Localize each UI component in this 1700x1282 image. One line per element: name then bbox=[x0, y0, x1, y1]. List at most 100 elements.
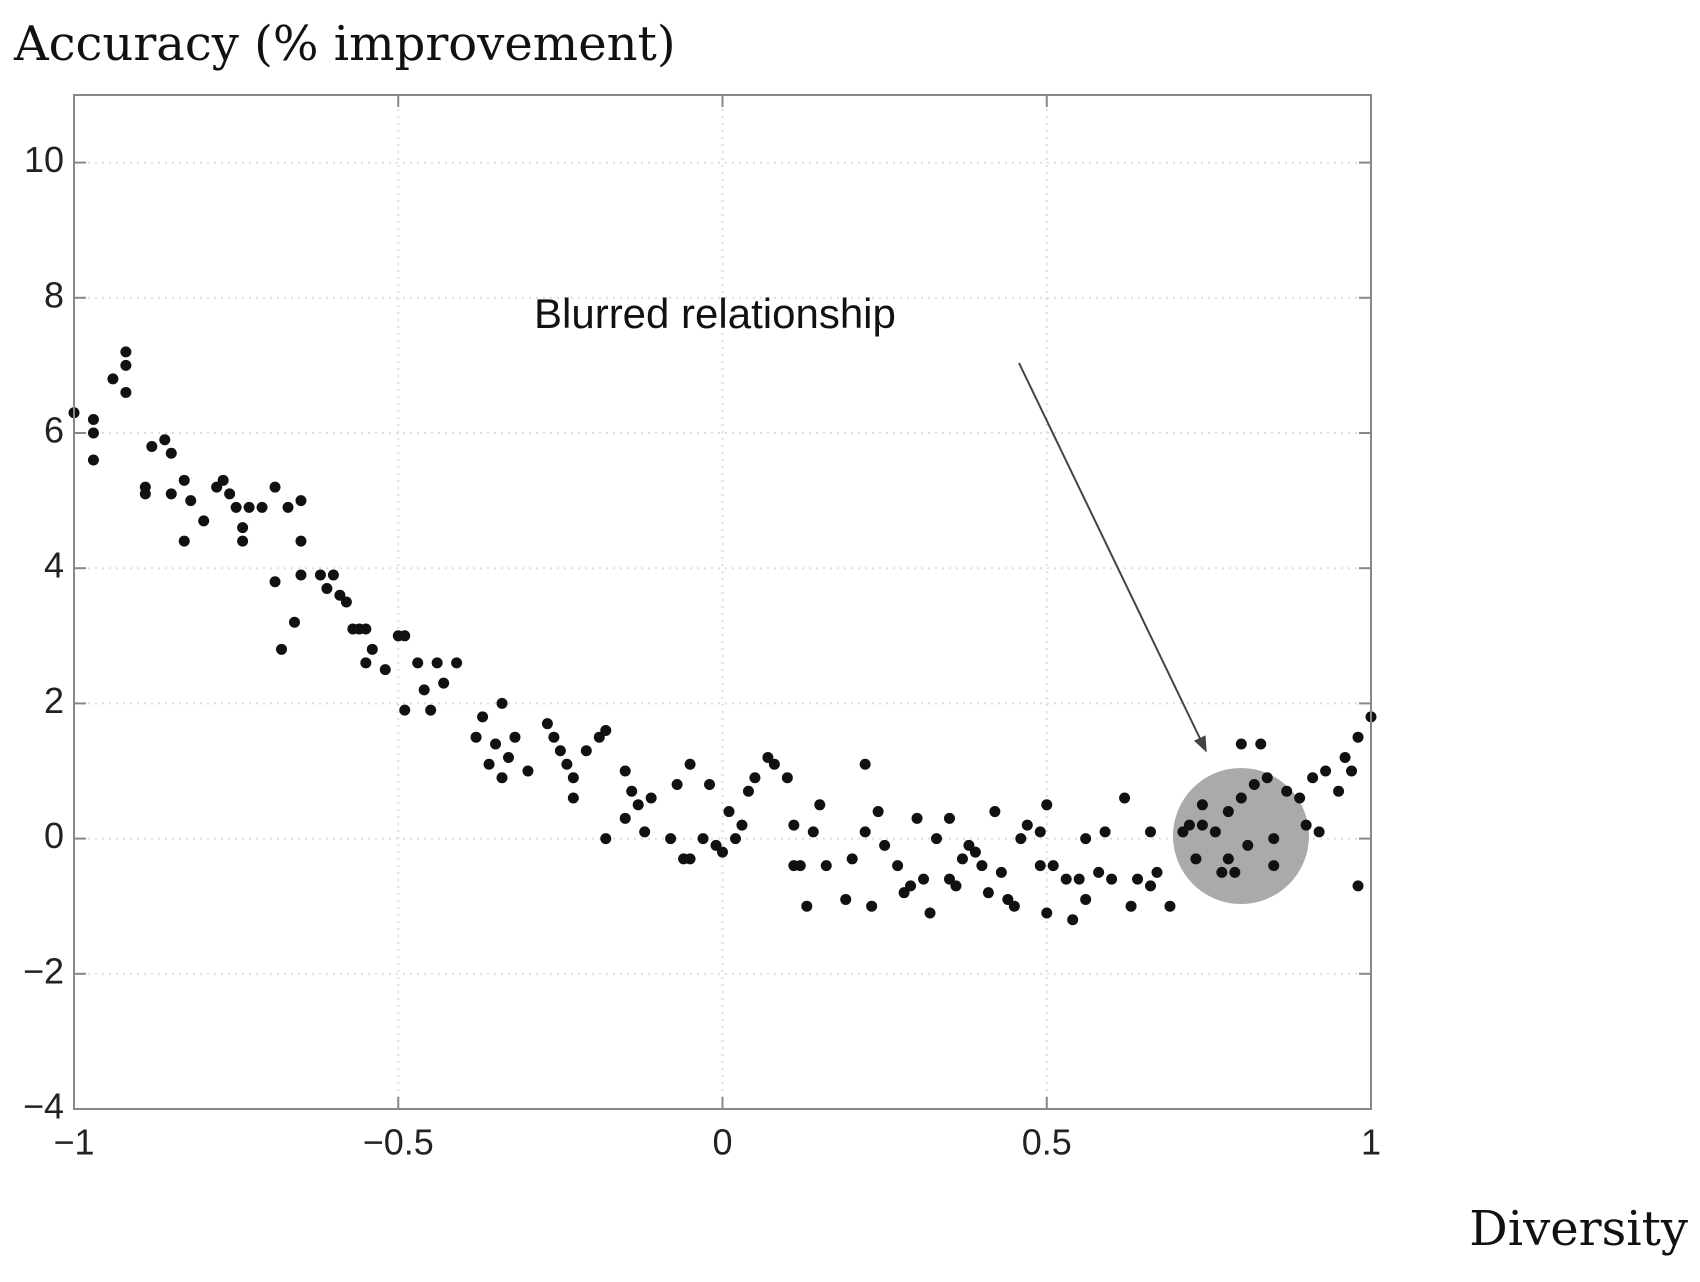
point bbox=[1093, 866, 1105, 878]
point bbox=[567, 792, 579, 804]
point bbox=[671, 779, 683, 791]
point bbox=[600, 833, 612, 845]
point bbox=[879, 839, 891, 851]
point bbox=[120, 359, 132, 371]
point bbox=[697, 833, 709, 845]
point bbox=[178, 474, 190, 486]
point bbox=[1320, 765, 1332, 777]
point bbox=[943, 812, 955, 824]
point bbox=[314, 569, 326, 581]
point bbox=[496, 697, 508, 709]
point bbox=[139, 488, 151, 500]
point bbox=[548, 731, 560, 743]
point bbox=[911, 812, 923, 824]
point bbox=[1313, 826, 1325, 838]
point bbox=[496, 772, 508, 784]
plot-frame bbox=[73, 94, 1372, 1110]
point bbox=[665, 833, 677, 845]
point bbox=[256, 501, 268, 513]
point bbox=[483, 758, 495, 770]
point bbox=[276, 643, 288, 655]
point bbox=[1352, 880, 1364, 892]
point bbox=[146, 441, 158, 453]
point bbox=[989, 806, 1001, 818]
point bbox=[1125, 900, 1137, 912]
point bbox=[801, 900, 813, 912]
point bbox=[639, 826, 651, 838]
point bbox=[619, 812, 631, 824]
point bbox=[470, 731, 482, 743]
point bbox=[87, 454, 99, 466]
point bbox=[165, 447, 177, 459]
point bbox=[1047, 860, 1059, 872]
point bbox=[399, 630, 411, 642]
point bbox=[87, 427, 99, 439]
point bbox=[1268, 833, 1280, 845]
point bbox=[1307, 772, 1319, 784]
point bbox=[490, 738, 502, 750]
point bbox=[567, 772, 579, 784]
x-tick-label: 0.5 bbox=[1022, 1122, 1072, 1163]
point bbox=[1339, 751, 1351, 763]
point bbox=[846, 853, 858, 865]
point bbox=[120, 386, 132, 398]
point bbox=[1255, 738, 1267, 750]
point bbox=[243, 501, 255, 513]
point bbox=[820, 860, 832, 872]
point bbox=[1300, 819, 1312, 831]
point bbox=[924, 907, 936, 919]
point bbox=[360, 657, 372, 669]
y-tick-label: 8 bbox=[44, 274, 64, 315]
point bbox=[1222, 806, 1234, 818]
point bbox=[1041, 907, 1053, 919]
annotation-arrow bbox=[1018, 362, 1207, 753]
point bbox=[509, 731, 521, 743]
point bbox=[418, 684, 430, 696]
point bbox=[198, 515, 210, 527]
point bbox=[969, 846, 981, 858]
point bbox=[107, 373, 119, 385]
point bbox=[1060, 873, 1072, 885]
point bbox=[295, 569, 307, 581]
point bbox=[522, 765, 534, 777]
point bbox=[781, 772, 793, 784]
y-tick-label: 0 bbox=[44, 815, 64, 856]
point bbox=[1008, 900, 1020, 912]
point bbox=[1067, 914, 1079, 926]
point bbox=[626, 785, 638, 797]
point bbox=[561, 758, 573, 770]
point bbox=[859, 826, 871, 838]
point bbox=[1034, 826, 1046, 838]
point bbox=[477, 711, 489, 723]
point bbox=[892, 860, 904, 872]
point bbox=[956, 853, 968, 865]
point bbox=[295, 495, 307, 507]
point bbox=[729, 833, 741, 845]
point bbox=[684, 853, 696, 865]
point bbox=[1119, 792, 1131, 804]
point bbox=[1196, 819, 1208, 831]
point bbox=[425, 704, 437, 716]
y-tick-label: 6 bbox=[44, 410, 64, 451]
point bbox=[717, 846, 728, 858]
point bbox=[1183, 819, 1195, 831]
point bbox=[950, 880, 962, 892]
x-tick-label: 0 bbox=[712, 1122, 732, 1163]
point bbox=[684, 758, 696, 770]
point bbox=[360, 623, 372, 635]
point bbox=[749, 772, 761, 784]
point bbox=[1333, 785, 1345, 797]
point bbox=[327, 569, 339, 581]
point bbox=[1099, 826, 1111, 838]
point bbox=[1041, 799, 1053, 811]
point bbox=[1229, 866, 1241, 878]
point bbox=[159, 434, 171, 446]
point bbox=[1151, 866, 1163, 878]
point bbox=[1196, 799, 1208, 811]
point bbox=[165, 488, 177, 500]
point bbox=[1080, 893, 1092, 905]
point bbox=[1080, 833, 1092, 845]
point bbox=[918, 873, 930, 885]
point bbox=[723, 806, 735, 818]
